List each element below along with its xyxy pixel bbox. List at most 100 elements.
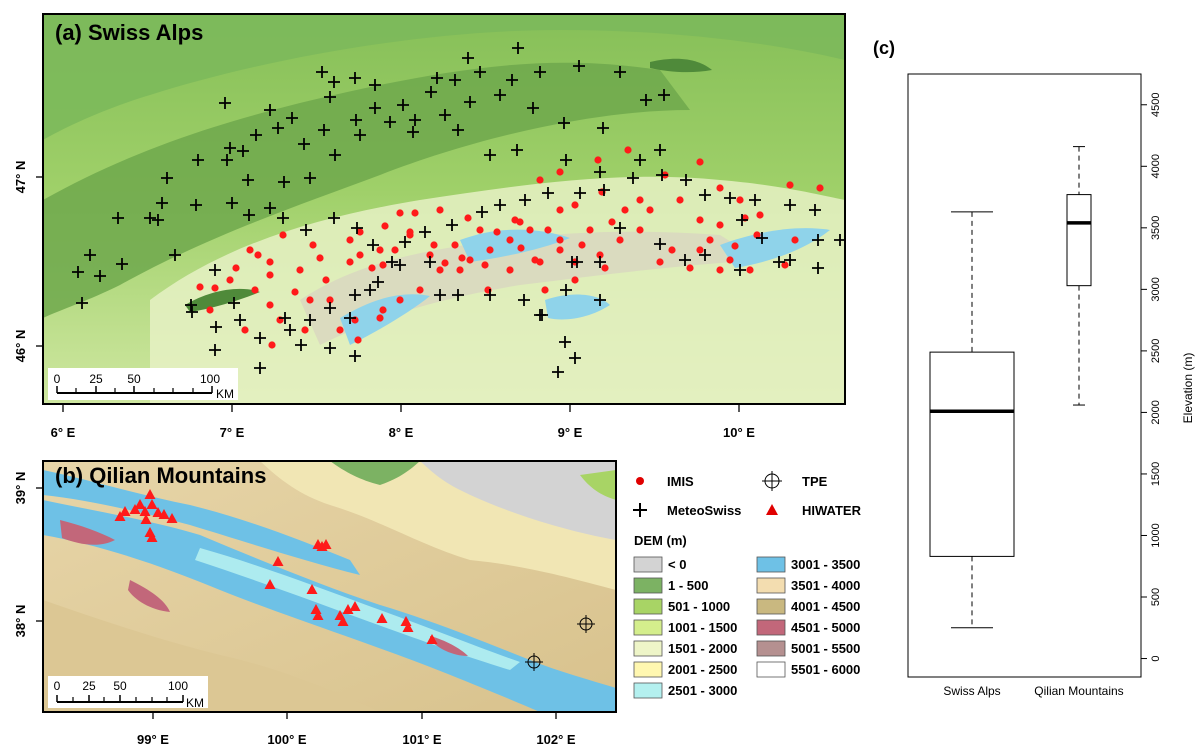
meteoswiss-station-marker bbox=[594, 294, 606, 306]
meteoswiss-station-marker bbox=[221, 154, 233, 166]
y-axis-label: Elevation (m) bbox=[1181, 353, 1195, 424]
imis-station-marker bbox=[656, 258, 664, 266]
y-tick-label: 46° N bbox=[13, 330, 28, 363]
meteoswiss-station-marker bbox=[397, 99, 409, 111]
dem-class-swatch bbox=[756, 640, 786, 657]
imis-station-marker bbox=[430, 241, 438, 249]
lake-geneva bbox=[185, 288, 260, 312]
imis-station-marker bbox=[696, 216, 704, 224]
meteoswiss-station-marker bbox=[304, 172, 316, 184]
imis-station-marker bbox=[646, 206, 654, 214]
qilian-x-axis: 99° E 100° E 101° E 102° E bbox=[137, 712, 576, 747]
meteoswiss-station-marker bbox=[560, 154, 572, 166]
dem-class-label: 3501 - 4000 bbox=[791, 578, 860, 593]
meteoswiss-station-marker bbox=[598, 184, 610, 196]
imis-station-marker bbox=[544, 226, 552, 234]
imis-station-marker bbox=[536, 258, 544, 266]
qilian-high-peaks bbox=[128, 580, 170, 612]
meteoswiss-station-marker bbox=[250, 129, 262, 141]
imis-station-marker bbox=[786, 181, 794, 189]
imis-station-marker bbox=[326, 296, 334, 304]
box-qilian-mountains bbox=[1066, 146, 1092, 406]
meteoswiss-station-marker bbox=[349, 72, 361, 84]
dem-class-swatch bbox=[756, 556, 786, 573]
meteoswiss-station-marker bbox=[749, 194, 761, 206]
meteoswiss-station-marker bbox=[834, 234, 846, 246]
x-tick-label: 99° E bbox=[137, 732, 169, 747]
meteoswiss-station-marker bbox=[756, 232, 768, 244]
imis-station-marker bbox=[578, 241, 586, 249]
dem-class-label: 2001 - 2500 bbox=[668, 662, 737, 677]
imis-station-marker bbox=[309, 241, 317, 249]
scale-label: 50 bbox=[113, 679, 127, 693]
qilian-scale-bar: 0 25 50 100 KM bbox=[48, 676, 208, 710]
imis-station-marker bbox=[716, 221, 724, 229]
meteoswiss-station-marker bbox=[574, 187, 586, 199]
imis-station-marker bbox=[621, 206, 629, 214]
x-tick-label: 101° E bbox=[402, 732, 442, 747]
meteoswiss-station-marker bbox=[210, 321, 222, 333]
meteoswiss-station-marker bbox=[72, 266, 84, 278]
imis-station-marker bbox=[781, 261, 789, 269]
meteoswiss-station-marker bbox=[724, 192, 736, 204]
legend-label-hiwater: HIWATER bbox=[802, 503, 862, 518]
meteoswiss-station-marker bbox=[809, 204, 821, 216]
imis-station-marker bbox=[301, 326, 309, 334]
dem-class-label: 501 - 1000 bbox=[668, 599, 730, 614]
meteoswiss-station-marker bbox=[552, 366, 564, 378]
meteoswiss-station-marker bbox=[431, 72, 443, 84]
meteoswiss-station-marker bbox=[773, 256, 785, 268]
meteoswiss-station-marker bbox=[594, 256, 606, 268]
meteoswiss-station-marker bbox=[84, 249, 96, 261]
meteoswiss-station-marker bbox=[419, 226, 431, 238]
scale-unit: KM bbox=[216, 387, 234, 401]
dem-class-label: 3001 - 3500 bbox=[791, 557, 860, 572]
imis-station-marker bbox=[506, 266, 514, 274]
imis-station-marker bbox=[206, 306, 214, 314]
imis-station-marker bbox=[356, 228, 364, 236]
meteoswiss-station-marker bbox=[812, 262, 824, 274]
meteoswiss-station-marker bbox=[464, 96, 476, 108]
swiss-station-markers bbox=[72, 42, 846, 378]
meteoswiss-station-marker bbox=[209, 344, 221, 356]
hiwater-station-marker bbox=[349, 601, 361, 611]
imis-station-marker bbox=[746, 266, 754, 274]
imis-station-marker bbox=[306, 296, 314, 304]
meteoswiss-station-marker bbox=[152, 214, 164, 226]
meteoswiss-station-marker bbox=[354, 129, 366, 141]
imis-station-marker bbox=[251, 286, 259, 294]
meteoswiss-station-marker bbox=[324, 302, 336, 314]
hiwater-station-marker bbox=[402, 622, 414, 632]
y-tick-label: 3500 bbox=[1150, 216, 1162, 240]
meteoswiss-station-marker bbox=[527, 102, 539, 114]
swiss-glacier bbox=[460, 229, 570, 262]
imis-station-marker bbox=[381, 222, 389, 230]
swiss-high-relief bbox=[300, 231, 760, 345]
scale-label: 100 bbox=[168, 679, 188, 693]
imis-station-marker bbox=[226, 276, 234, 284]
swiss-panel-title: (a) Swiss Alps bbox=[55, 20, 203, 45]
imis-station-marker bbox=[396, 209, 404, 217]
meteoswiss-station-marker bbox=[560, 284, 572, 296]
scale-label: 0 bbox=[54, 372, 61, 386]
meteoswiss-station-marker bbox=[654, 144, 666, 156]
dem-class-label: 1001 - 1500 bbox=[668, 620, 737, 635]
swiss-y-axis: 47° N 46° N bbox=[13, 161, 43, 363]
lake-constance bbox=[650, 58, 712, 73]
scale-label: 25 bbox=[89, 372, 103, 386]
meteoswiss-station-marker bbox=[394, 259, 406, 271]
imis-station-marker bbox=[506, 236, 514, 244]
meteoswiss-station-marker bbox=[634, 154, 646, 166]
scale-label: 0 bbox=[54, 679, 61, 693]
meteoswiss-station-marker bbox=[511, 144, 523, 156]
x-tick-label: 9° E bbox=[558, 425, 583, 440]
meteoswiss-station-marker bbox=[344, 312, 356, 324]
dem-class-label: 5501 - 6000 bbox=[791, 662, 860, 677]
y-tick-label: 4500 bbox=[1150, 93, 1162, 117]
y-tick-label: 500 bbox=[1150, 588, 1162, 606]
imis-station-marker bbox=[354, 336, 362, 344]
category-label: Swiss Alps bbox=[943, 684, 1000, 698]
imis-station-marker bbox=[686, 264, 694, 272]
chart-title: (c) bbox=[873, 38, 895, 58]
qilian-map-frame bbox=[42, 460, 617, 713]
